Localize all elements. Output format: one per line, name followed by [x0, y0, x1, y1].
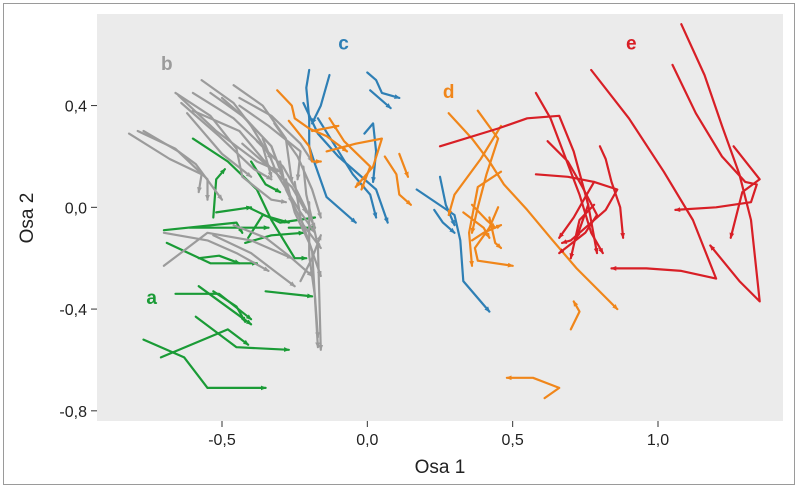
trajectory-arrow [264, 290, 314, 299]
x-tick-label: -0,5 [208, 432, 236, 449]
trajectory-arrow [363, 122, 378, 184]
trajectory-arrow [462, 211, 491, 239]
trajectory-arrow [232, 224, 314, 278]
trajectory-arrow [284, 178, 322, 278]
trajectory-arrow [244, 230, 305, 244]
x-tick-label: 0,0 [356, 432, 378, 449]
trajectory-arrow [142, 338, 267, 391]
trajectory-arrow [276, 89, 349, 153]
trajectory-arrow [162, 221, 244, 234]
trajectory-arrow [433, 208, 456, 234]
trajectory-arrow [729, 145, 761, 239]
trajectory-arrow [505, 375, 561, 400]
trajectory-arrow [247, 206, 317, 224]
trajectory-arrow [162, 231, 293, 267]
trajectory-arrow [470, 203, 497, 229]
trajectory-arrow [162, 231, 270, 272]
trajectory-arrow [383, 155, 412, 206]
y-tick-label: 0,4 [65, 99, 87, 116]
trajectory-arrow [142, 129, 224, 201]
series-b [127, 78, 324, 351]
trajectory-arrow [590, 68, 718, 280]
trajectory-arrow [325, 137, 383, 189]
trajectory-arrow [575, 203, 590, 239]
trajectory-arrow [470, 109, 500, 234]
trajectory-arrow [238, 96, 314, 163]
x-axis-title: Osa 1 [415, 457, 466, 478]
trajectory-arrow [369, 89, 392, 110]
y-tick-label: -0,4 [59, 302, 87, 319]
trajectory-arrow [127, 132, 203, 194]
x-tick-label: 1,0 [647, 432, 669, 449]
group-label-a: a [146, 288, 157, 309]
series-d [276, 89, 619, 400]
trajectory-arrow [534, 173, 619, 244]
trajectory-arrow [328, 117, 372, 191]
trajectory-arrow [279, 160, 322, 250]
trajectory-arrow [302, 165, 324, 351]
trajectory-arrow [159, 328, 250, 359]
trajectory-arrow [186, 112, 253, 178]
y-tick-label: -0,8 [59, 404, 87, 421]
trajectory-arrow [546, 140, 599, 255]
group-label-c: c [338, 34, 349, 55]
trajectory-arrow [311, 124, 340, 133]
trajectory-arrow [180, 101, 273, 181]
trajectory-arrow [473, 206, 514, 268]
trajectory-arrow [569, 300, 581, 331]
group-label-d: d [443, 82, 455, 103]
y-axis: 0,4 0,0 -0,4 -0,8 [59, 99, 97, 421]
trajectory-arrow [534, 91, 604, 255]
x-tick-label: 0,5 [502, 432, 524, 449]
trajectory-arrow [366, 71, 401, 100]
trajectory-arrow [212, 290, 247, 323]
trajectory-arrow [191, 137, 308, 261]
series-a [142, 137, 317, 391]
trajectory-arrow [165, 241, 259, 266]
trajectory-arrow [598, 145, 626, 239]
trajectory-arrow [212, 168, 226, 219]
trajectory-arrow [470, 224, 503, 242]
trajectory-arrow [302, 101, 389, 224]
trajectory-arrow [311, 73, 331, 125]
trajectory-arrow [220, 96, 293, 204]
trajectory-arrow [569, 203, 596, 260]
trajectory-arrow [447, 112, 619, 311]
trajectory-arrow [438, 175, 456, 227]
trajectory-arrow [468, 170, 503, 267]
trajectory-arrow [488, 216, 503, 250]
trajectory-arrow [241, 142, 308, 214]
trajectory-arrow [194, 315, 290, 352]
y-tick-label: 0,0 [65, 200, 87, 217]
trajectory-arrow [215, 205, 253, 214]
series-e [438, 23, 761, 303]
group-label-b: b [161, 54, 173, 75]
group-label-e: e [626, 34, 637, 55]
trajectory-arrow [558, 180, 596, 239]
trajectory-arrow [232, 84, 294, 184]
trajectory-arrow [447, 124, 503, 217]
trajectories: a b c d e [127, 23, 761, 400]
trajectory-arrow [191, 91, 273, 178]
trajectory-arrow [299, 234, 322, 283]
trajectory-arrow [174, 91, 288, 204]
trajectory-arrow [671, 63, 758, 212]
y-axis-title: Osa 2 [17, 193, 38, 244]
trajectory-arrow [680, 23, 761, 303]
trajectory-arrow [398, 152, 410, 178]
trajectory-arrow [197, 254, 241, 265]
trajectory-arrow [212, 234, 296, 288]
trajectory-arrow [287, 119, 322, 164]
trajectory-arrow [415, 188, 491, 313]
x-axis: -0,5 0,0 0,5 1,0 [208, 421, 669, 449]
